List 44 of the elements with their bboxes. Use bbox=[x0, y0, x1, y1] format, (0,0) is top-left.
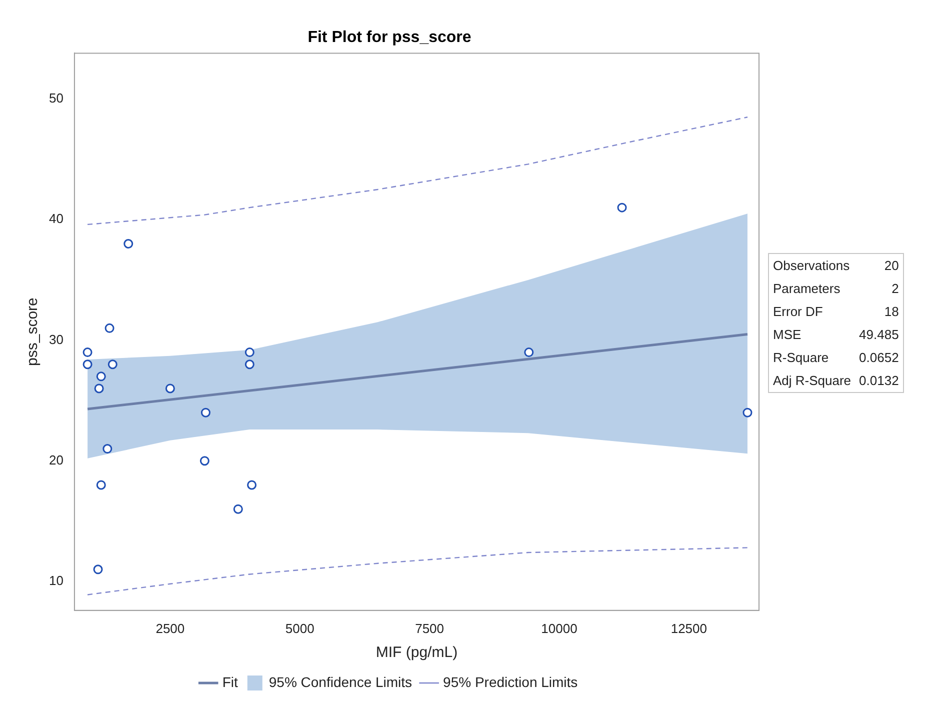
x-tick-label: 5000 bbox=[285, 620, 314, 636]
point bbox=[742, 408, 752, 418]
point bbox=[93, 564, 103, 574]
point bbox=[82, 348, 92, 358]
point bbox=[247, 480, 257, 490]
point bbox=[96, 372, 106, 382]
point bbox=[96, 480, 106, 490]
x-tick-label: 10000 bbox=[541, 620, 578, 636]
y-tick-label: 10 bbox=[48, 573, 64, 588]
legend-label: 95% Prediction Limits bbox=[443, 674, 578, 690]
y-tick-label: 40 bbox=[48, 211, 64, 226]
point bbox=[244, 360, 254, 370]
x-tick-label: 2500 bbox=[156, 620, 185, 636]
x-tick-label: 7500 bbox=[415, 620, 444, 636]
text: Adj R-Square 0.0132 bbox=[772, 372, 900, 390]
text: Parameters 2 bbox=[773, 281, 899, 296]
text: Observations 20 bbox=[773, 258, 899, 273]
point bbox=[617, 202, 627, 212]
x-axis-title: MIF (pg/mL) bbox=[376, 644, 458, 662]
point bbox=[244, 348, 254, 358]
point bbox=[82, 360, 92, 370]
text: R-Square 0.0652 bbox=[773, 350, 899, 365]
x-tick-label: 12500 bbox=[670, 620, 707, 636]
text: MSE 49.485 bbox=[773, 327, 899, 342]
legend-label: 95% Confidence Limits bbox=[268, 674, 412, 690]
point bbox=[200, 456, 210, 466]
point bbox=[94, 384, 104, 394]
chart-title: Fit Plot for pss_score bbox=[308, 29, 472, 46]
point bbox=[524, 348, 534, 358]
y-tick-label: 50 bbox=[48, 90, 64, 106]
legend-label: Fit bbox=[222, 674, 238, 690]
point bbox=[233, 504, 243, 514]
line-series bbox=[86, 116, 748, 226]
point bbox=[124, 239, 134, 249]
point bbox=[165, 384, 175, 394]
y-axis-title: pss_score bbox=[24, 298, 42, 366]
y-tick-label: 20 bbox=[48, 452, 64, 468]
y-tick-label: 30 bbox=[48, 332, 64, 347]
point bbox=[200, 408, 210, 418]
point bbox=[102, 444, 112, 454]
text: Error DF 18 bbox=[773, 304, 899, 319]
line-series bbox=[86, 547, 748, 596]
point bbox=[108, 360, 118, 370]
point bbox=[104, 323, 114, 333]
